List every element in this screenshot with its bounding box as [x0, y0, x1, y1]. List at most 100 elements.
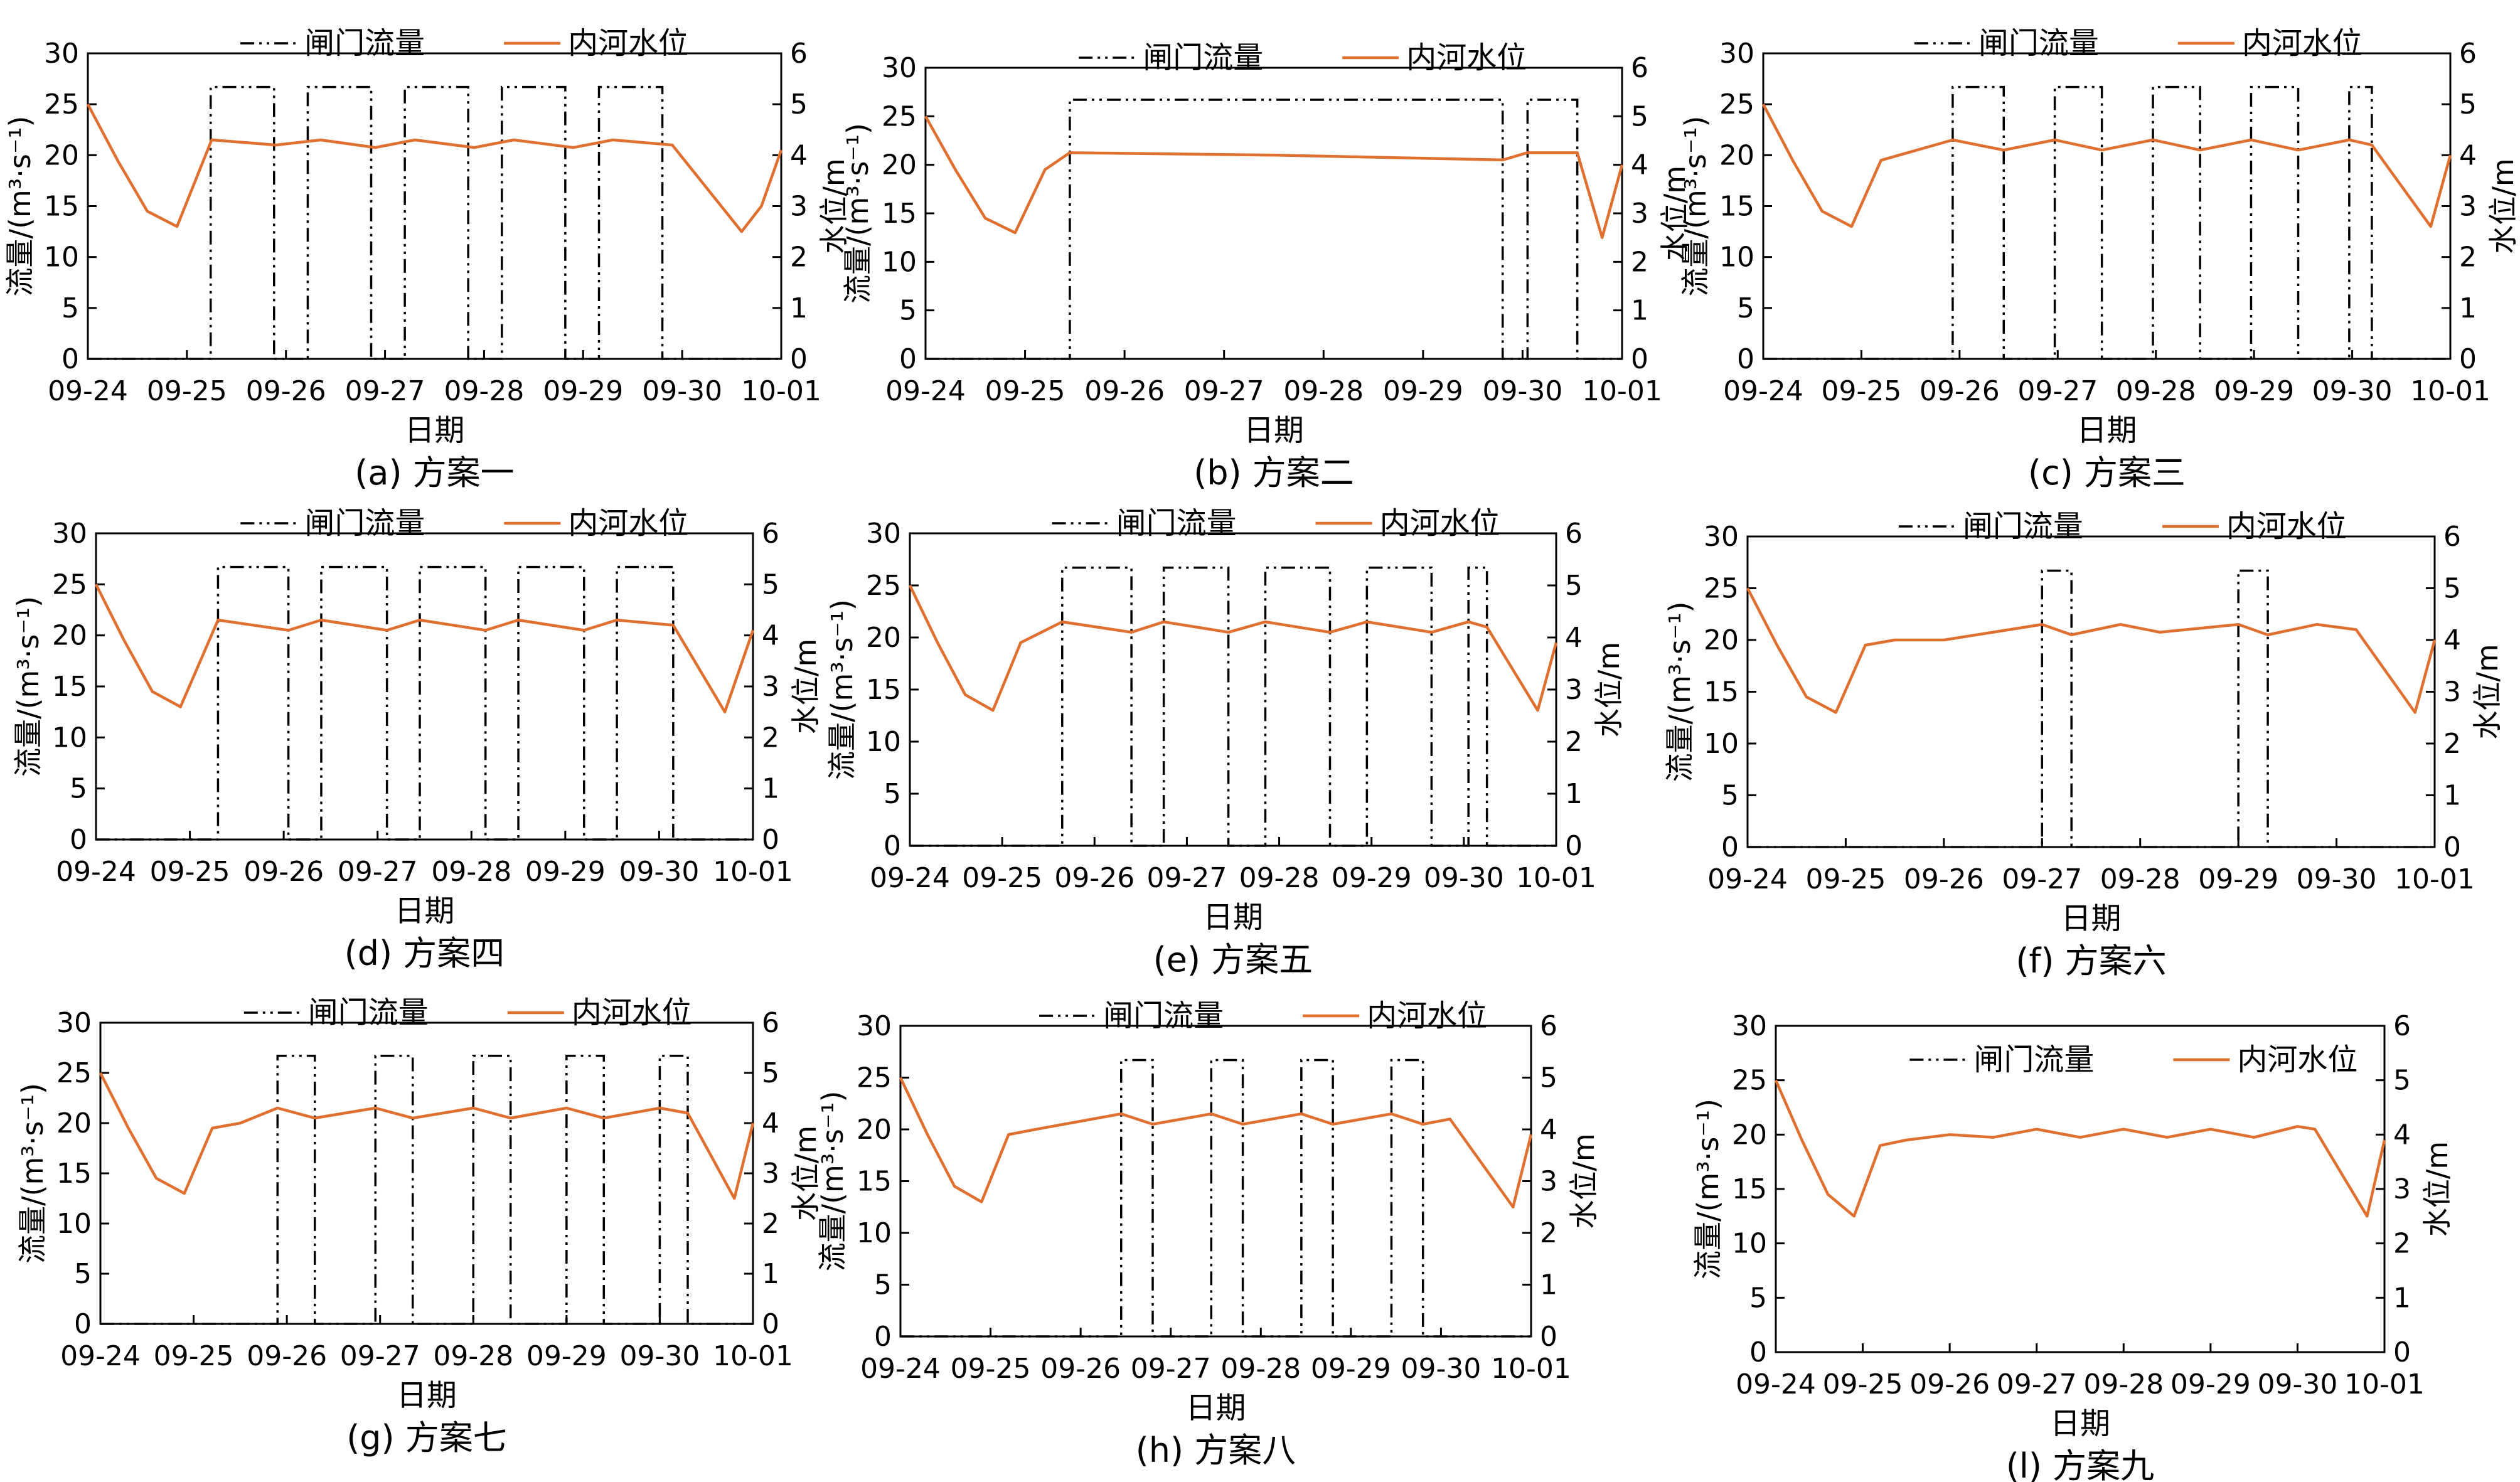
x-tick-label: 09-28	[433, 1340, 513, 1372]
y-left-tick-label: 10	[1704, 728, 1739, 760]
x-tick-label: 09-25	[1823, 1368, 1903, 1400]
y-left-tick-label: 25	[866, 570, 901, 602]
y-right-tick-label: 4	[2393, 1119, 2411, 1151]
y-right-tick-label: 4	[1540, 1114, 1557, 1146]
y-left-tick-label: 10	[52, 722, 87, 754]
y-left-tick-label: 20	[44, 139, 79, 171]
y-right-tick-label: 3	[1631, 198, 1648, 230]
y-left-tick-label: 25	[44, 88, 79, 120]
x-tick-label: 09-28	[2116, 375, 2196, 407]
y-left-tick-label: 20	[1719, 139, 1754, 171]
chart-panel-4: 0 5 10 15 20 25 30 0 1 2 3 4 5 6 09-24 09-25 09-26 09-27 0…	[11, 506, 823, 973]
x-tick-label: 09-28	[444, 375, 524, 407]
x-tick-label: 09-24	[885, 375, 966, 407]
y-right-tick-label: 5	[1565, 570, 1583, 602]
y-right-tick-label: 1	[1540, 1269, 1557, 1301]
x-tick-label: 09-25	[951, 1353, 1031, 1385]
y-right-tick-label: 6	[2393, 1010, 2411, 1042]
y-left-tick-label: 20	[1704, 624, 1739, 656]
x-tick-label: 09-29	[1311, 1353, 1391, 1385]
plot-frame	[899, 1025, 1532, 1338]
y-right-tick-label: 4	[790, 139, 808, 171]
y-left-tick-label: 20	[52, 620, 87, 652]
y-right-tick-label: 0	[790, 343, 808, 375]
y-left-tick-label: 15	[882, 198, 917, 230]
y-right-tick-label: 5	[2443, 573, 2461, 605]
gate-flow-series	[1763, 85, 2450, 360]
y-left-tick-label: 20	[882, 149, 917, 181]
x-tick-label: 09-25	[154, 1340, 234, 1372]
y-left-tick-label: 30	[1732, 1010, 1767, 1042]
y-left-axis-label: 流量/(m³·s⁻¹)	[825, 599, 859, 780]
gate-flow-series	[900, 1058, 1531, 1338]
y-right-tick-label: 3	[762, 671, 779, 703]
y-right-tick-label: 6	[762, 1007, 779, 1039]
water-level-series	[1762, 104, 2452, 228]
y-right-tick-label: 3	[1565, 674, 1583, 706]
x-tick-label: 09-25	[985, 375, 1065, 407]
plot-frame	[99, 1021, 754, 1325]
y-left-tick-label: 0	[1749, 1336, 1767, 1368]
gate-flow-series	[1748, 569, 2435, 848]
y-right-tick-label: 5	[762, 1057, 779, 1089]
x-tick-label: 09-27	[345, 375, 425, 407]
x-tick-label: 09-24	[48, 375, 128, 407]
x-tick-label: 09-26	[246, 375, 326, 407]
y-left-tick-label: 10	[866, 726, 901, 758]
y-left-tick-label: 5	[884, 778, 901, 810]
y-right-tick-label: 3	[2393, 1173, 2411, 1205]
y-right-tick-label: 2	[2443, 728, 2461, 760]
y-left-tick-label: 25	[56, 1057, 92, 1089]
x-tick-label: 09-29	[1332, 862, 1412, 894]
water-level-series	[899, 1077, 1533, 1208]
x-tick-label: 10-01	[2410, 375, 2491, 407]
x-tick-label: 09-26	[1909, 1368, 1990, 1400]
y-left-tick-label: 15	[1732, 1173, 1767, 1205]
x-tick-label: 09-27	[2002, 863, 2082, 895]
y-right-tick-label: 2	[790, 242, 808, 274]
y-right-tick-label: 1	[2443, 780, 2461, 812]
x-tick-label: 09-30	[619, 856, 699, 888]
legend-gate-label: 闸门流量	[1116, 506, 1237, 541]
y-left-tick-label: 0	[874, 1321, 892, 1353]
x-tick-label: 09-30	[1482, 375, 1562, 407]
y-left-tick-label: 0	[74, 1308, 92, 1340]
legend-water-label: 内河水位	[2242, 26, 2362, 61]
panel-caption: (c) 方案三	[2028, 453, 2186, 493]
y-left-tick-label: 0	[1721, 831, 1739, 863]
y-right-tick-label: 0	[1540, 1321, 1557, 1353]
y-left-axis-label: 流量/(m³·s⁻¹)	[1691, 1099, 1725, 1279]
x-axis-label: 日期	[1203, 900, 1263, 935]
plot-frame	[924, 67, 1623, 360]
y-left-tick-label: 5	[74, 1258, 92, 1290]
y-left-axis-label: 流量/(m³·s⁻¹)	[1663, 602, 1697, 782]
y-right-tick-label: 6	[762, 518, 779, 550]
x-tick-label: 09-29	[2170, 1368, 2251, 1400]
water-level-series	[1774, 1079, 2386, 1218]
x-tick-label: 09-24	[1707, 863, 1788, 895]
x-tick-label: 09-24	[860, 1353, 941, 1385]
legend-gate-label: 闸门流量	[304, 506, 425, 541]
chart-panel-1: 0 5 10 15 20 25 30 0 1 2 3 4 5 6 09-24 09-25 09-26 09-27 0…	[3, 26, 851, 493]
y-right-tick-label: 4	[762, 1107, 779, 1139]
x-tick-label: 09-30	[2257, 1368, 2337, 1400]
x-tick-label: 09-28	[1239, 862, 1320, 894]
legend-water-label: 内河水位	[1406, 40, 1527, 75]
y-left-tick-label: 0	[70, 824, 87, 856]
y-left-tick-label: 30	[882, 52, 917, 84]
legend-gate-label: 闸门流量	[308, 995, 429, 1030]
x-tick-label: 09-30	[2312, 375, 2393, 407]
y-right-tick-label: 2	[1565, 726, 1583, 758]
y-left-tick-label: 20	[1732, 1119, 1767, 1151]
panel-caption: (l) 方案九	[2006, 1446, 2154, 1482]
y-left-tick-label: 15	[1704, 676, 1739, 708]
x-tick-label: 09-28	[2100, 863, 2181, 895]
y-right-tick-label: 2	[1540, 1217, 1557, 1249]
water-level-series	[99, 1072, 755, 1200]
y-left-tick-label: 5	[1737, 292, 1754, 324]
x-tick-label: 09-25	[150, 856, 230, 888]
x-tick-label: 09-24	[56, 856, 136, 888]
legend-gate-label: 闸门流量	[1973, 1042, 2094, 1077]
y-right-tick-label: 0	[1631, 343, 1648, 375]
